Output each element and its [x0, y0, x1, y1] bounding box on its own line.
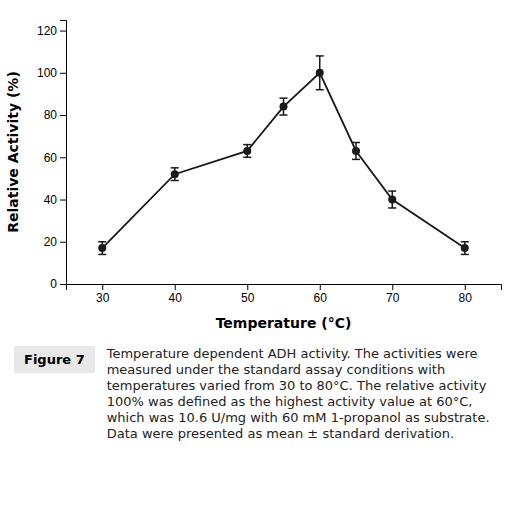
error-bar	[388, 191, 396, 208]
error-cap	[280, 97, 288, 99]
tick-label: 40	[44, 193, 58, 207]
tick-label: 20	[44, 235, 58, 249]
plot-area: 30 40 50 60 70 80 0 20 40 60 80 100 120 Temperature (…	[5, 21, 502, 332]
tick-label: 80	[459, 291, 473, 305]
x-axis-title: Temperature (°C)	[216, 315, 352, 331]
error-cap	[98, 254, 106, 256]
tick-mark	[60, 242, 66, 243]
tick: 100	[37, 66, 66, 80]
error-bar	[171, 168, 179, 181]
error-cap	[461, 254, 469, 256]
tick-mark	[60, 115, 66, 116]
points	[98, 69, 469, 252]
error-cap	[280, 114, 288, 116]
tick-mark	[60, 157, 66, 158]
error-bars	[98, 56, 469, 255]
tick-label: 0	[50, 277, 57, 291]
figure-label: Figure 7	[14, 346, 95, 373]
tick-label: 60	[314, 291, 328, 305]
error-bar	[243, 145, 251, 158]
point	[98, 244, 106, 252]
caption: Temperature dependent ADH activity. The …	[107, 346, 509, 442]
tick-label: 100	[37, 66, 57, 80]
axis-line	[67, 285, 502, 291]
point	[316, 69, 324, 77]
point	[352, 147, 360, 155]
tick-label: 60	[44, 151, 58, 165]
tick-mark	[465, 284, 466, 290]
marks	[98, 56, 469, 255]
chart-svg: 30 40 50 60 70 80 0 20 40 60 80 100 120 Temperature (…	[0, 0, 523, 340]
error-cap	[171, 167, 179, 169]
tick: 120	[37, 24, 66, 38]
tick: 60	[44, 151, 66, 165]
tick-label: 70	[386, 291, 400, 305]
tick: 80	[44, 108, 66, 122]
error-bar	[98, 242, 106, 255]
tick-mark	[247, 284, 248, 290]
point	[243, 147, 251, 155]
error-cap	[243, 157, 251, 159]
error-bar	[316, 56, 324, 90]
caption-area: Figure 7 Temperature dependent ADH activi…	[0, 340, 523, 442]
tick-mark	[60, 284, 66, 285]
error-cap	[388, 207, 396, 209]
point	[461, 244, 469, 252]
y-axis-title: Relative Activity (%)	[5, 71, 21, 233]
point	[388, 196, 396, 204]
tick-mark	[60, 200, 66, 201]
error-cap	[243, 144, 251, 146]
tick: 60	[314, 284, 328, 305]
tick-mark	[102, 284, 103, 290]
tick: 30	[96, 284, 110, 305]
tick: 40	[44, 193, 66, 207]
error-cap	[352, 159, 360, 161]
tick-mark	[60, 73, 66, 74]
tick: 80	[459, 284, 473, 305]
error-bar	[461, 242, 469, 255]
error-bar	[352, 142, 360, 159]
tick-mark	[392, 284, 393, 290]
tick: 40	[169, 284, 183, 305]
tick-mark	[320, 284, 321, 290]
line	[102, 73, 465, 248]
chart-container: 30 40 50 60 70 80 0 20 40 60 80 100 120 Temperature (…	[0, 0, 523, 340]
point	[280, 103, 288, 111]
tick: 50	[241, 284, 255, 305]
error-cap	[461, 241, 469, 243]
tick-label: 30	[96, 291, 110, 305]
y-axis: 0 20 40 60 80 100 120	[37, 21, 67, 292]
tick: 0	[50, 277, 66, 291]
point	[171, 170, 179, 178]
error-bar	[280, 98, 288, 115]
tick-mark	[60, 31, 66, 32]
x-axis: 30 40 50 60 70 80	[67, 284, 502, 305]
error-cap	[352, 142, 360, 144]
tick-label: 50	[241, 291, 255, 305]
tick: 20	[44, 235, 66, 249]
tick-label: 80	[44, 108, 58, 122]
error-cap	[171, 180, 179, 182]
tick: 70	[386, 284, 400, 305]
axis-line	[60, 21, 67, 285]
error-cap	[316, 55, 324, 57]
tick-label: 40	[169, 291, 183, 305]
tick-label: 120	[37, 24, 57, 38]
error-cap	[98, 241, 106, 243]
error-cap	[388, 190, 396, 192]
tick-mark	[175, 284, 176, 290]
error-cap	[316, 89, 324, 91]
